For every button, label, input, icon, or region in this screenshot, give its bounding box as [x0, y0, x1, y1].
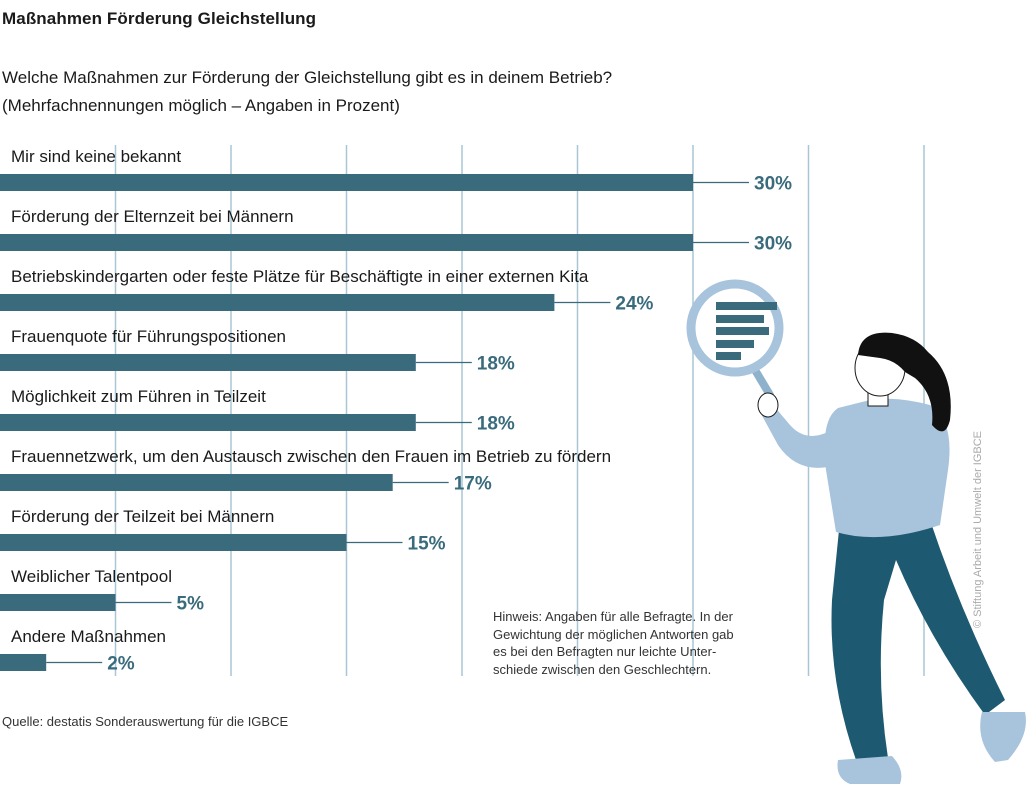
bar — [0, 354, 416, 371]
note-line: Hinweis: Angaben für alle Befragte. In d… — [493, 609, 733, 624]
value-label: 18% — [477, 414, 515, 435]
magnifier-handle — [751, 366, 774, 399]
category-label: Förderung der Elternzeit bei Männern — [11, 207, 294, 226]
value-label: 15% — [408, 534, 446, 555]
note-line: schiede zwischen den Geschlechtern. — [493, 661, 712, 677]
left-shoe — [837, 756, 902, 784]
bar — [0, 534, 347, 551]
note-text: Hinweis: Angaben für alle Befragte. In d… — [493, 608, 778, 678]
bar — [0, 294, 555, 311]
category-label: Frauenquote für Führungspositionen — [11, 327, 286, 346]
chart-title: Maßnahmen Förderung Gleichstellung — [2, 9, 317, 28]
pants — [831, 520, 1005, 760]
value-label: 18% — [477, 354, 515, 375]
source-text: Quelle: destatis Sonderauswertung für di… — [2, 714, 289, 729]
bar — [0, 654, 47, 671]
category-label: Betriebskindergarten oder feste Plätze f… — [11, 267, 589, 286]
bar — [0, 234, 693, 251]
woman-illustration — [686, 279, 1026, 784]
raised-arm — [760, 405, 860, 468]
value-label: 30% — [754, 234, 792, 255]
mini-bar-chart-icon — [716, 302, 777, 360]
value-label: 24% — [615, 294, 653, 315]
bar — [0, 174, 693, 191]
question-line-2: (Mehrfachnennungen möglich – Angaben in … — [2, 96, 400, 115]
value-label: 30% — [754, 174, 792, 195]
category-label: Andere Maßnahmen — [11, 627, 166, 646]
bar — [0, 474, 393, 491]
bars: Mir sind keine bekannt 30% Förderung der E… — [0, 147, 792, 675]
question-line-1: Welche Maßnahmen zur Förderung der Gleic… — [2, 68, 613, 87]
note-line: es bei den Befragten nur leichte Unter- — [493, 644, 717, 659]
right-shoe — [980, 712, 1026, 762]
value-label: 5% — [177, 594, 205, 615]
category-label: Weiblicher Talentpool — [11, 567, 172, 586]
note-line: Gewichtung der möglichen Antworten gab — [493, 626, 734, 642]
bar — [0, 414, 416, 431]
category-label: Möglichkeit zum Führen in Teilzeit — [11, 387, 266, 406]
category-label: Frauennetzwerk, um den Austausch zwische… — [11, 447, 611, 466]
value-label: 2% — [107, 654, 135, 675]
hair — [858, 332, 951, 432]
hand — [757, 392, 779, 418]
category-label: Förderung der Teilzeit bei Männern — [11, 507, 274, 526]
question-text: Welche Maßnahmen zur Förderung der Gleic… — [2, 64, 612, 120]
bar — [0, 594, 116, 611]
value-label: 17% — [454, 474, 492, 495]
copyright-credit: © Stiftung Arbeit und Umwelt der IGBCE — [972, 430, 984, 628]
sweater — [824, 398, 950, 538]
category-label: Mir sind keine bekannt — [11, 147, 181, 166]
